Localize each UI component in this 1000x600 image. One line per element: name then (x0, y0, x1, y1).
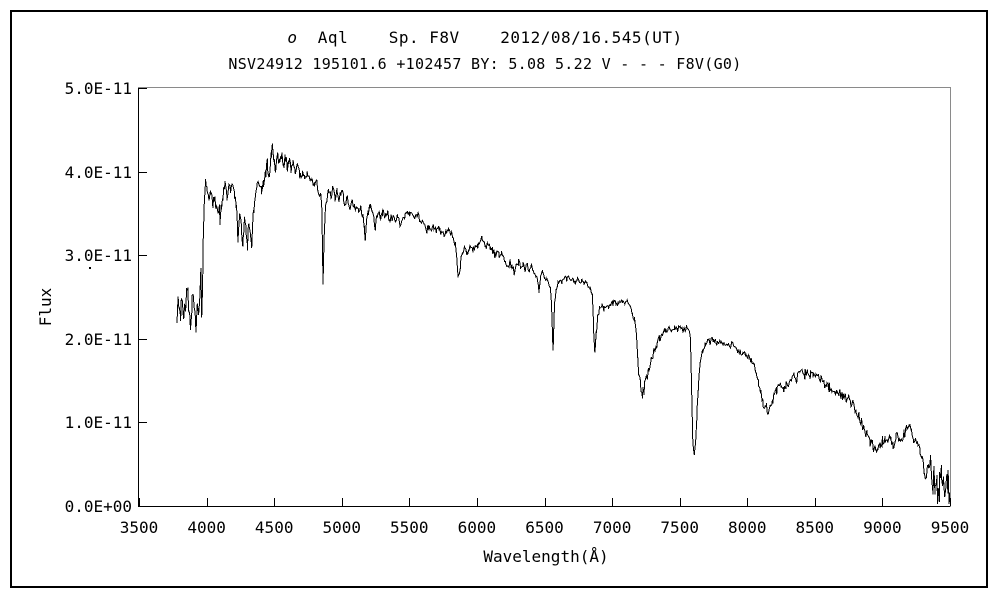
x-tick-label: 7500 (660, 518, 699, 537)
x-axis-tick (139, 498, 140, 506)
y-axis-tick (139, 255, 147, 257)
star-letter: o (287, 28, 298, 47)
y-axis-tick (139, 422, 147, 424)
y-axis-title: Flux (36, 287, 55, 327)
y-axis-title-dot (89, 267, 91, 269)
x-axis-tick (612, 498, 614, 506)
y-tick-label: 2.0E-11 (64, 329, 132, 349)
spectrum-plot (176, 142, 950, 505)
x-tick-label: 6500 (525, 518, 564, 537)
x-tick-label: 5500 (390, 518, 429, 537)
y-axis-tick (139, 171, 147, 173)
x-axis-tick (950, 498, 951, 506)
y-tick-label: 5.0E-11 (64, 79, 132, 98)
y-tick-label: 4.0E-11 (64, 162, 132, 182)
y-tick-label: 1.0E-11 (64, 413, 132, 433)
x-axis-tick (476, 498, 478, 506)
x-tick-label: 4500 (254, 518, 294, 537)
plot-top-border (138, 87, 951, 88)
x-axis-tick (814, 498, 816, 506)
y-axis-tick (139, 506, 147, 507)
x-tick-label: 8500 (795, 518, 835, 537)
x-tick-label: 5000 (322, 518, 362, 537)
spectral-type: Sp. F8V (388, 28, 460, 47)
x-axis-tick (544, 498, 546, 506)
y-tick-label: 0.0E+00 (64, 497, 132, 516)
x-axis-tick (679, 498, 681, 506)
x-axis-title: Wavelength(Å) (483, 547, 609, 566)
spectrum-trace (176, 142, 950, 505)
x-axis-tick (882, 498, 884, 506)
x-axis-tick (274, 498, 276, 506)
x-axis-tick (747, 498, 749, 506)
y-axis-tick (139, 88, 147, 89)
x-tick-label: 9500 (930, 518, 970, 537)
x-tick-label: 6000 (457, 518, 497, 537)
figure-border (10, 10, 988, 588)
chart-title: o Aql Sp. F8V 2012/08/16.545(UT) (10, 28, 960, 47)
plot-right-border (950, 88, 951, 507)
y-axis-line (138, 88, 139, 507)
star-name: Aql (317, 28, 349, 47)
y-tick-label: 3.0E-11 (64, 246, 132, 266)
obs-datetime: 2012/08/16.545(UT) (500, 28, 683, 47)
x-axis-line (138, 506, 951, 507)
y-axis-tick (139, 338, 147, 340)
x-axis-tick (409, 498, 411, 506)
x-tick-label: 3500 (119, 518, 159, 537)
x-tick-label: 7000 (592, 518, 632, 537)
x-axis-tick (206, 498, 208, 506)
x-tick-label: 8000 (728, 518, 767, 537)
x-tick-label: 4000 (187, 518, 226, 537)
x-tick-label: 9000 (863, 518, 902, 537)
chart-subtitle: NSV24912 195101.6 +102457 BY: 5.08 5.22 … (228, 55, 742, 73)
x-axis-tick (341, 498, 343, 506)
